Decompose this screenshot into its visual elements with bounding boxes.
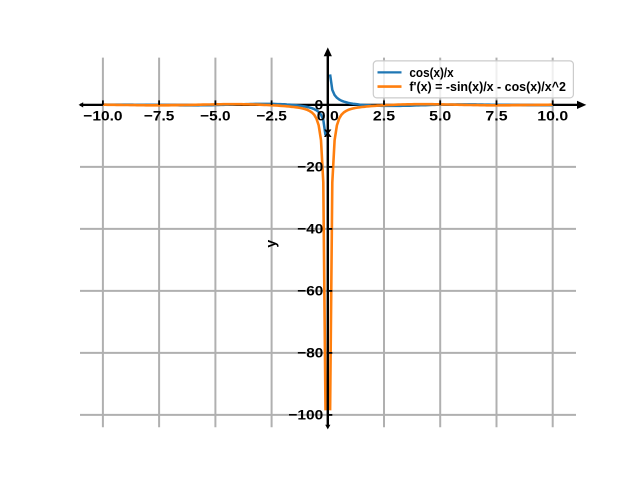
svg-text:−80: −80 xyxy=(297,345,323,361)
svg-text:x: x xyxy=(324,124,332,140)
svg-text:−40: −40 xyxy=(297,221,323,237)
svg-text:−60: −60 xyxy=(297,283,323,299)
svg-text:2.5: 2.5 xyxy=(373,107,395,123)
svg-text:−2.5: −2.5 xyxy=(256,107,287,123)
svg-text:0.0: 0.0 xyxy=(317,107,339,123)
svg-text:f'(x) = -sin(x)/x - cos(x)/x^2: f'(x) = -sin(x)/x - cos(x)/x^2 xyxy=(409,79,566,94)
svg-text:−10.0: −10.0 xyxy=(83,107,123,123)
svg-text:0: 0 xyxy=(315,97,324,113)
svg-text:10.0: 10.0 xyxy=(537,107,568,123)
svg-text:7.5: 7.5 xyxy=(485,107,507,123)
svg-text:−100: −100 xyxy=(288,407,323,423)
svg-text:−7.5: −7.5 xyxy=(144,107,175,123)
svg-text:cos(x)/x: cos(x)/x xyxy=(409,65,454,80)
svg-text:5.0: 5.0 xyxy=(429,107,451,123)
svg-text:−5.0: −5.0 xyxy=(200,107,231,123)
svg-text:−20: −20 xyxy=(297,159,323,175)
svg-text:y: y xyxy=(262,240,278,248)
